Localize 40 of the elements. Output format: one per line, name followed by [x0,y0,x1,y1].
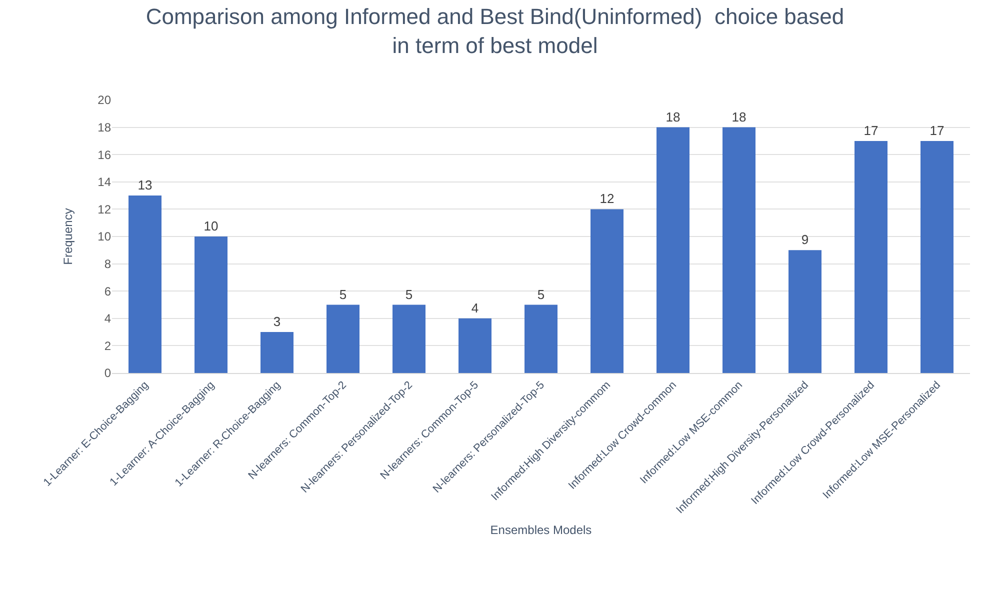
data-label: 17 [864,122,878,138]
data-label: 3 [273,314,281,330]
y-axis-title: Frequency [60,208,75,265]
y-tick-label: 12 [98,202,112,216]
bar [326,304,360,373]
data-label: 5 [339,286,347,302]
data-label: 17 [930,122,944,138]
y-tick-label: 16 [98,148,112,162]
data-label: 5 [405,286,413,302]
y-tick-label: 2 [104,338,112,353]
y-tick-label: 20 [98,93,112,108]
bar [524,304,558,373]
bar [260,332,294,373]
y-tick-label: 18 [98,120,112,134]
data-label: 12 [600,191,614,206]
chart-title: Comparison among Informed and Best Bind(Uninformed) choice based in term of best model [146,4,844,58]
y-tick-label: 6 [104,284,112,298]
data-label: 18 [666,109,680,124]
bar [590,209,624,373]
bar [788,250,822,373]
y-tick-label: 4 [104,312,112,326]
bar [920,140,954,373]
y-tick-label: 8 [104,257,112,271]
y-tick-label: 14 [98,175,112,190]
bar [656,127,690,373]
data-label: 4 [471,300,479,316]
bar [458,318,492,373]
data-label: 9 [801,232,809,248]
data-label: 18 [732,109,746,124]
y-tick-label: 0 [104,366,112,380]
data-label: 10 [204,218,218,234]
x-axis-title: Ensembles Models [490,523,592,538]
bar [392,304,426,373]
data-label: 13 [138,178,152,193]
data-label: 5 [537,286,545,302]
bar [854,140,888,373]
bar [722,127,756,373]
bar [128,196,162,373]
y-tick-label: 10 [98,230,112,244]
bar [194,236,228,373]
